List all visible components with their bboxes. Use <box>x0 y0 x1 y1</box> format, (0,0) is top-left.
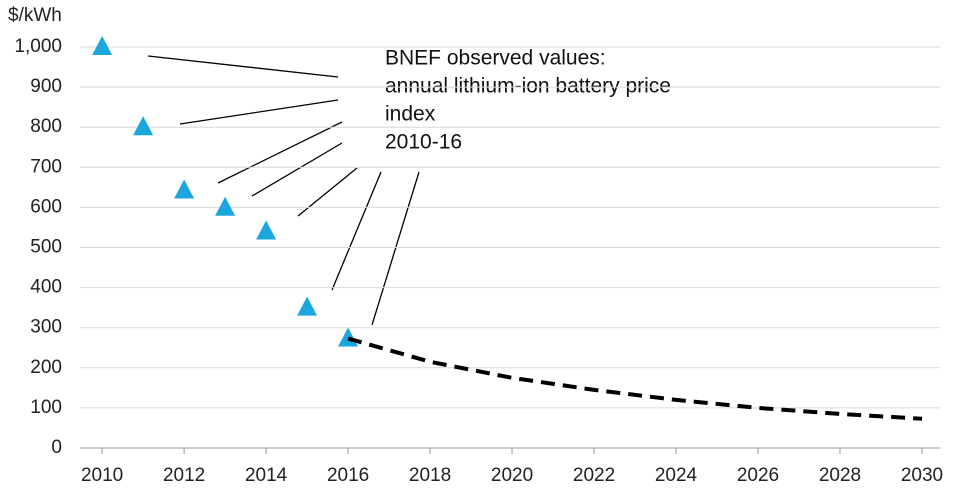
leader-line <box>217 121 343 184</box>
leader-line <box>147 55 339 78</box>
plot: 0 100 200 300 400 500 600 700 800 900 1,000 2010 201… <box>14 36 943 486</box>
x-tick-label: 2014 <box>245 465 288 486</box>
y-tick-label: 200 <box>30 357 62 378</box>
y-axis-label: $/kWh <box>8 5 62 26</box>
y-tick-label: 0 <box>51 437 62 458</box>
triangle-marker <box>174 179 195 199</box>
triangle-marker <box>133 116 154 136</box>
triangle-marker <box>256 220 277 240</box>
leader-line <box>297 167 358 217</box>
y-tick-label: 300 <box>30 317 62 338</box>
leader-line <box>331 171 382 291</box>
x-tick-label: 2020 <box>491 465 533 486</box>
annotation-line: BNEF observed values: <box>385 47 606 70</box>
x-tick-label: 2026 <box>737 465 779 486</box>
x-tick-label: 2030 <box>901 465 943 486</box>
y-tick-label: 800 <box>30 116 62 137</box>
annotation-line: annual lithium-ion battery price <box>385 75 671 98</box>
x-tick-label: 2024 <box>655 465 698 486</box>
triangle-marker <box>215 196 236 216</box>
annotation-line: 2010-16 <box>385 131 462 154</box>
leader-line <box>371 171 420 326</box>
y-tick-label: 600 <box>30 196 62 217</box>
leader-line <box>251 142 343 197</box>
y-tick-label: 1,000 <box>14 36 62 57</box>
y-tick-label: 400 <box>30 277 62 298</box>
x-tick-label: 2022 <box>573 465 615 486</box>
x-tick-label: 2016 <box>327 465 369 486</box>
x-tick-label: 2018 <box>409 465 451 486</box>
y-tick-label: 900 <box>30 76 62 97</box>
y-tick-label: 500 <box>30 237 62 258</box>
triangle-marker <box>338 327 359 347</box>
annotation: BNEF observed values: annual lithium-ion… <box>147 47 671 326</box>
triangle-marker <box>297 296 318 316</box>
y-tick-label: 700 <box>30 156 62 177</box>
projection-line <box>347 336 923 421</box>
x-tick-label: 2012 <box>163 465 205 486</box>
triangle-marker <box>92 36 113 55</box>
annotation-line: index <box>385 103 436 126</box>
leader-line <box>179 99 339 125</box>
x-tick-label: 2010 <box>81 465 123 486</box>
y-tick-label: 100 <box>30 397 62 418</box>
x-tick-label: 2028 <box>819 465 861 486</box>
